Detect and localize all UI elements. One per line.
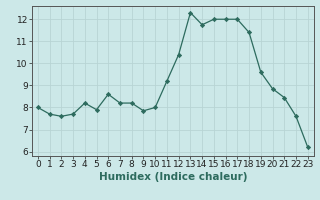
X-axis label: Humidex (Indice chaleur): Humidex (Indice chaleur)	[99, 172, 247, 182]
